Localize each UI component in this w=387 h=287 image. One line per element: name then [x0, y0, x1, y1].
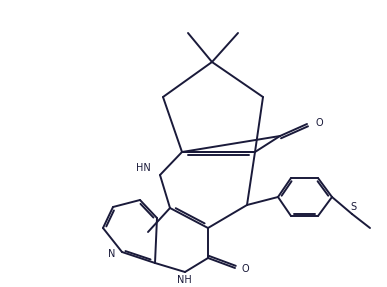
- Text: HN: HN: [136, 163, 151, 173]
- Text: O: O: [242, 264, 250, 274]
- Text: S: S: [350, 202, 356, 212]
- Text: NH: NH: [176, 275, 192, 285]
- Text: O: O: [315, 118, 323, 128]
- Text: N: N: [108, 249, 115, 259]
